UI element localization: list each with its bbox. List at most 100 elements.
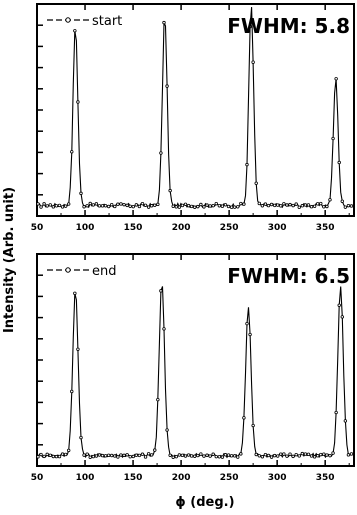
data-point	[288, 202, 292, 207]
data-point	[91, 203, 95, 207]
data-point	[103, 454, 108, 458]
data-point	[236, 205, 240, 209]
data-point	[202, 205, 206, 209]
x-tick-label: 150	[124, 473, 143, 483]
data-point	[54, 204, 59, 208]
data-point	[272, 453, 277, 458]
data-point	[334, 77, 338, 81]
data-point	[137, 204, 142, 209]
data-point	[229, 454, 234, 458]
data-point	[88, 201, 92, 206]
data-point	[291, 454, 295, 459]
data-point	[297, 205, 301, 210]
data-point	[106, 453, 111, 458]
data-point	[91, 454, 95, 459]
data-point	[116, 455, 120, 459]
data-point	[211, 452, 215, 456]
data-point	[140, 201, 145, 206]
data-point	[79, 191, 83, 196]
data-point	[257, 201, 261, 206]
data-point	[94, 202, 99, 206]
data-point	[60, 205, 65, 209]
data-point	[226, 453, 231, 457]
x-tick-label: 350	[316, 473, 335, 483]
data-point	[223, 203, 228, 207]
data-point	[113, 204, 117, 209]
x-tick-label: 250	[220, 473, 239, 483]
data-point	[45, 204, 49, 208]
data-point	[137, 453, 142, 458]
data-point	[119, 453, 123, 457]
data-point	[156, 202, 160, 207]
data-point	[54, 454, 59, 459]
data-point	[162, 327, 166, 331]
data-point	[232, 454, 237, 458]
data-point	[248, 24, 252, 29]
data-point	[340, 199, 344, 203]
data-point	[217, 455, 222, 459]
data-point	[251, 423, 255, 428]
data-point	[76, 100, 80, 104]
fwhm-annotation: FWHM: 6.5	[227, 264, 350, 288]
data-point	[189, 454, 194, 458]
data-point	[319, 452, 323, 457]
data-point	[39, 205, 43, 209]
data-point	[140, 452, 145, 456]
data-point	[285, 203, 289, 207]
data-point	[205, 453, 209, 457]
data-point	[128, 454, 132, 459]
data-point	[88, 455, 92, 459]
data-point	[223, 453, 228, 457]
data-point	[128, 204, 132, 208]
data-point	[220, 455, 225, 459]
data-point	[214, 454, 218, 459]
data-point	[285, 454, 289, 458]
x-tick-label: 100	[76, 223, 95, 233]
data-point	[306, 203, 311, 207]
data-point	[131, 454, 135, 459]
data-point	[42, 454, 46, 459]
x-tick-label: 300	[268, 473, 287, 483]
data-point	[328, 453, 332, 458]
data-point	[269, 455, 274, 459]
data-point	[331, 451, 335, 455]
data-point	[282, 452, 286, 456]
data-point	[110, 202, 114, 207]
data-point	[214, 201, 218, 206]
fwhm-annotation: FWHM: 5.8	[227, 14, 350, 38]
data-point	[319, 201, 323, 206]
data-point	[322, 205, 326, 209]
data-point	[48, 453, 52, 458]
data-point	[276, 454, 280, 458]
data-point	[229, 205, 234, 209]
data-point	[153, 203, 157, 207]
data-point	[134, 453, 139, 457]
data-point	[177, 453, 182, 457]
data-point	[189, 204, 194, 209]
data-point	[66, 448, 71, 453]
data-point	[63, 452, 68, 457]
data-point	[70, 150, 74, 154]
data-point	[346, 453, 351, 457]
data-point	[236, 455, 240, 459]
data-point	[146, 452, 151, 456]
data-point	[242, 202, 246, 206]
data-point	[309, 205, 314, 209]
data-point	[39, 452, 43, 457]
data-point	[122, 453, 126, 458]
data-point	[208, 204, 212, 208]
data-point	[272, 203, 277, 208]
data-point	[186, 453, 191, 457]
data-point	[325, 453, 329, 457]
data-point	[260, 455, 265, 459]
data-point	[276, 203, 280, 207]
data-point	[199, 452, 203, 456]
data-point	[85, 452, 89, 456]
legend-label: end	[92, 264, 117, 279]
data-point	[349, 452, 354, 456]
data-point	[36, 455, 40, 459]
data-point	[76, 347, 80, 351]
data-point	[143, 203, 148, 207]
data-point	[315, 202, 320, 206]
data-point	[113, 454, 117, 458]
